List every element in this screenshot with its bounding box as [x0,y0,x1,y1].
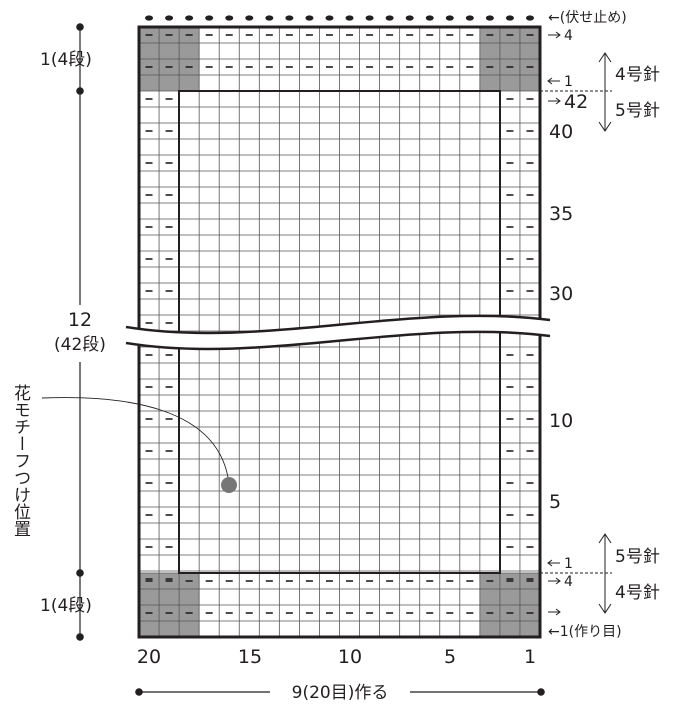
bind-off-dot [345,15,354,21]
motif-dot [221,477,237,493]
bind-off-dot [165,15,174,21]
body-height-label: 12 [68,309,92,331]
bind-off-marks [145,15,534,21]
bind-off-dot [305,15,314,21]
bind-off-dot [485,15,494,21]
width-label: 9(20目)作る [292,683,389,703]
stitch-number-1: 1 [524,646,536,668]
body-rows-label: (42段) [54,335,106,355]
row-number-5: 5 [549,491,561,513]
cast-on-label: ←1(作り目) [548,624,622,640]
stitch-number-20: 20 [137,646,161,668]
bind-off-dot [325,15,334,21]
bind-off-dot [385,15,394,21]
needle-top-upper: 4号針 [615,65,660,85]
bind-off-dot [405,15,414,21]
row-arrows [547,31,561,616]
bind-off-dot [205,15,214,21]
motif-label: 花モチーフつけ位置 [10,384,31,537]
purl-marks [145,34,534,614]
bind-off-dot [225,15,234,21]
bind-off-dot [505,15,514,21]
row-number-top-42: 42 [564,91,588,113]
left-dimension [76,23,84,641]
row-number-top-4: 4 [564,28,573,44]
row-number-bottom-1: 1 [564,556,573,572]
row-number-35: 35 [549,203,573,225]
stitch-number-5: 5 [444,646,456,668]
top-height-label: 1(4段) [40,50,92,70]
bind-off-dot [425,15,434,21]
bind-off-dot [465,15,474,21]
needle-top-lower: 5号針 [615,101,660,121]
bind-off-dot [265,15,274,21]
row-number-40: 40 [549,121,573,143]
bind-off-dot [285,15,294,21]
bind-off-dot [365,15,374,21]
bind-off-dot [525,15,534,21]
bind-off-dot [445,15,454,21]
needle-bottom-lower: 4号針 [615,583,660,603]
motif-leader-line [41,397,230,485]
needle-brackets [540,52,612,614]
motif-position [41,397,237,493]
stitch-number-15: 15 [238,646,262,668]
bottom-height-label: 1(4段) [40,596,92,616]
row-number-30: 30 [549,283,573,305]
row-number-bottom-4: 4 [564,574,573,590]
stitch-number-10: 10 [338,646,362,668]
bind-off-dot [245,15,254,21]
needle-bottom-upper: 5号針 [615,547,660,567]
width-dimension [135,688,545,696]
chart-break [125,314,551,351]
bind-off-label: ←(伏せ止め) [548,10,627,26]
bind-off-dot [145,15,154,21]
row-number-top-1: 1 [564,74,573,90]
bind-off-dot [185,15,194,21]
row-number-10: 10 [549,410,573,432]
